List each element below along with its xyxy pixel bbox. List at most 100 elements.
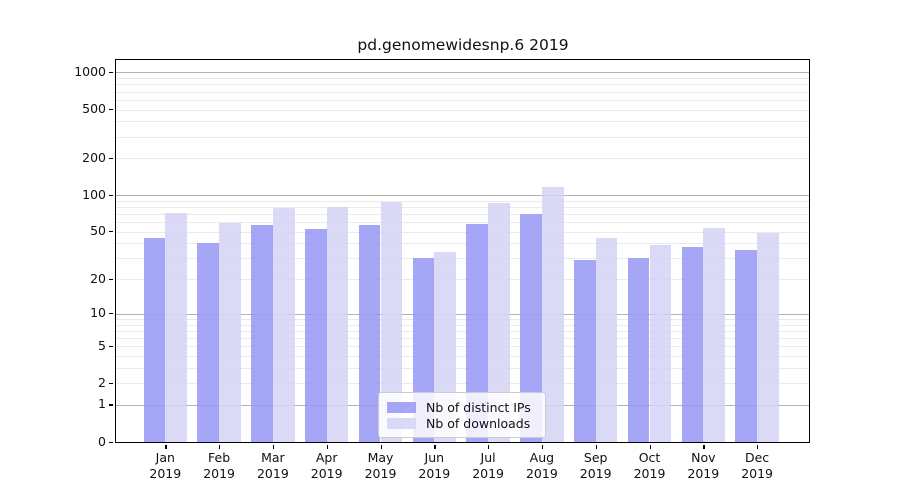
bar-distinct-ips <box>305 228 327 442</box>
x-tick-year: 2019 <box>310 466 343 481</box>
x-axis-tick <box>595 445 597 449</box>
gridline-minor <box>116 158 809 160</box>
gridline-minor <box>116 346 809 348</box>
y-tick-label: 5 <box>98 337 106 353</box>
bar-distinct-ips <box>197 243 220 442</box>
gridline-minor <box>116 231 809 233</box>
x-tick-year: 2019 <box>472 466 504 481</box>
bar-downloads <box>326 206 349 442</box>
legend-swatch-distinct-ips <box>387 402 416 413</box>
y-axis-tick <box>109 404 113 406</box>
y-tick-label: 10 <box>90 305 106 321</box>
x-axis-tick <box>219 445 221 449</box>
gridline-minor <box>116 109 809 111</box>
bar-downloads <box>703 227 725 442</box>
x-tick-month: Oct <box>638 450 661 465</box>
gridline-major <box>116 313 809 315</box>
gridline-minor <box>116 279 809 281</box>
gridline-minor <box>116 200 809 202</box>
y-axis-tick <box>109 109 113 111</box>
x-tick-month: Feb <box>208 450 231 465</box>
y-tick-label: 0 <box>98 433 106 449</box>
x-tick-label: Mar 2019 <box>243 450 303 482</box>
x-tick-label: Nov 2019 <box>673 450 733 482</box>
bar-distinct-ips <box>520 214 542 442</box>
bar-distinct-ips <box>251 224 273 442</box>
legend-row: Nb of downloads <box>387 416 536 431</box>
x-axis-tick <box>757 445 759 449</box>
bar-distinct-ips <box>466 223 489 442</box>
x-tick-month: Nov <box>691 450 716 465</box>
gridline-minor <box>116 355 809 357</box>
gridline-minor <box>116 121 809 123</box>
x-axis-tick <box>165 445 167 449</box>
x-tick-label: Jan 2019 <box>135 450 195 482</box>
gridline-minor <box>116 367 809 369</box>
gridline-minor <box>116 84 809 86</box>
gridline-minor <box>116 383 809 385</box>
y-tick-label: 1 <box>98 396 106 412</box>
x-tick-year: 2019 <box>741 466 773 481</box>
x-tick-month: May <box>367 450 394 465</box>
bar-downloads <box>757 232 779 442</box>
x-tick-label: Feb 2019 <box>189 450 249 482</box>
bar-distinct-ips <box>574 260 596 442</box>
y-tick-label: 50 <box>90 223 106 239</box>
plot-area: 0 1 2 5 10 20 50 100 200 500 1000 Jan 2019 Feb 2019 Mar… <box>74 59 810 481</box>
gridline-minor <box>116 222 809 224</box>
x-tick-month: Dec <box>744 450 770 465</box>
y-axis-tick <box>109 194 113 196</box>
x-tick-label: Sep 2019 <box>566 450 626 482</box>
bar-distinct-ips <box>735 250 758 442</box>
x-tick-year: 2019 <box>364 466 397 481</box>
gridline-minor <box>116 206 809 208</box>
x-tick-year: 2019 <box>633 466 666 481</box>
x-tick-label: Apr 2019 <box>297 450 357 482</box>
x-tick-label: May 2019 <box>351 450 411 482</box>
y-axis-tick <box>109 157 113 160</box>
y-axis-tick <box>109 382 113 384</box>
legend-row: Nb of distinct IPs <box>387 400 536 415</box>
y-tick-label: 2 <box>98 374 106 390</box>
x-tick-label: Dec 2019 <box>727 450 787 482</box>
gridline-minor <box>116 91 809 93</box>
x-tick-label: Aug 2019 <box>512 450 572 482</box>
gridline-minor <box>116 243 809 245</box>
bar-downloads <box>541 186 564 442</box>
y-axis-tick <box>109 231 113 233</box>
x-tick-month: Jun <box>424 450 445 465</box>
bar-downloads <box>272 208 295 442</box>
legend-label-downloads: Nb of downloads <box>426 416 531 431</box>
x-tick-month: Sep <box>583 450 608 465</box>
y-axis-tick <box>109 441 113 443</box>
x-tick-month: Jul <box>480 450 496 465</box>
y-tick-label: 100 <box>82 186 106 202</box>
x-axis-tick <box>703 445 705 449</box>
chart-title: pd.genomewidesnp.6 2019 <box>357 36 569 54</box>
bar-downloads <box>488 202 510 442</box>
gridline-minor <box>116 214 809 215</box>
y-tick-label: 200 <box>82 149 106 165</box>
bar-downloads <box>595 238 618 442</box>
x-tick-month: Jan <box>155 450 175 465</box>
bar-distinct-ips <box>143 238 166 442</box>
bar-downloads <box>165 212 187 442</box>
legend-swatch-downloads <box>387 418 416 429</box>
x-tick-year: 2019 <box>203 466 235 481</box>
x-axis-tick <box>272 445 275 449</box>
bar-distinct-ips <box>627 258 650 442</box>
x-axis-tick <box>649 445 651 449</box>
x-tick-year: 2019 <box>525 466 558 481</box>
y-axis-tick <box>109 278 113 280</box>
y-tick-label: 1000 <box>74 63 106 79</box>
gridline-major <box>116 72 809 74</box>
y-axis-tick <box>109 345 113 347</box>
bar-distinct-ips <box>681 247 704 442</box>
gridline-minor <box>116 330 809 332</box>
y-axis-tick <box>109 313 113 315</box>
x-axis-tick <box>380 445 382 449</box>
gridline-minor <box>116 337 809 339</box>
x-tick-year: 2019 <box>579 466 612 481</box>
x-axis-tick <box>326 445 328 449</box>
